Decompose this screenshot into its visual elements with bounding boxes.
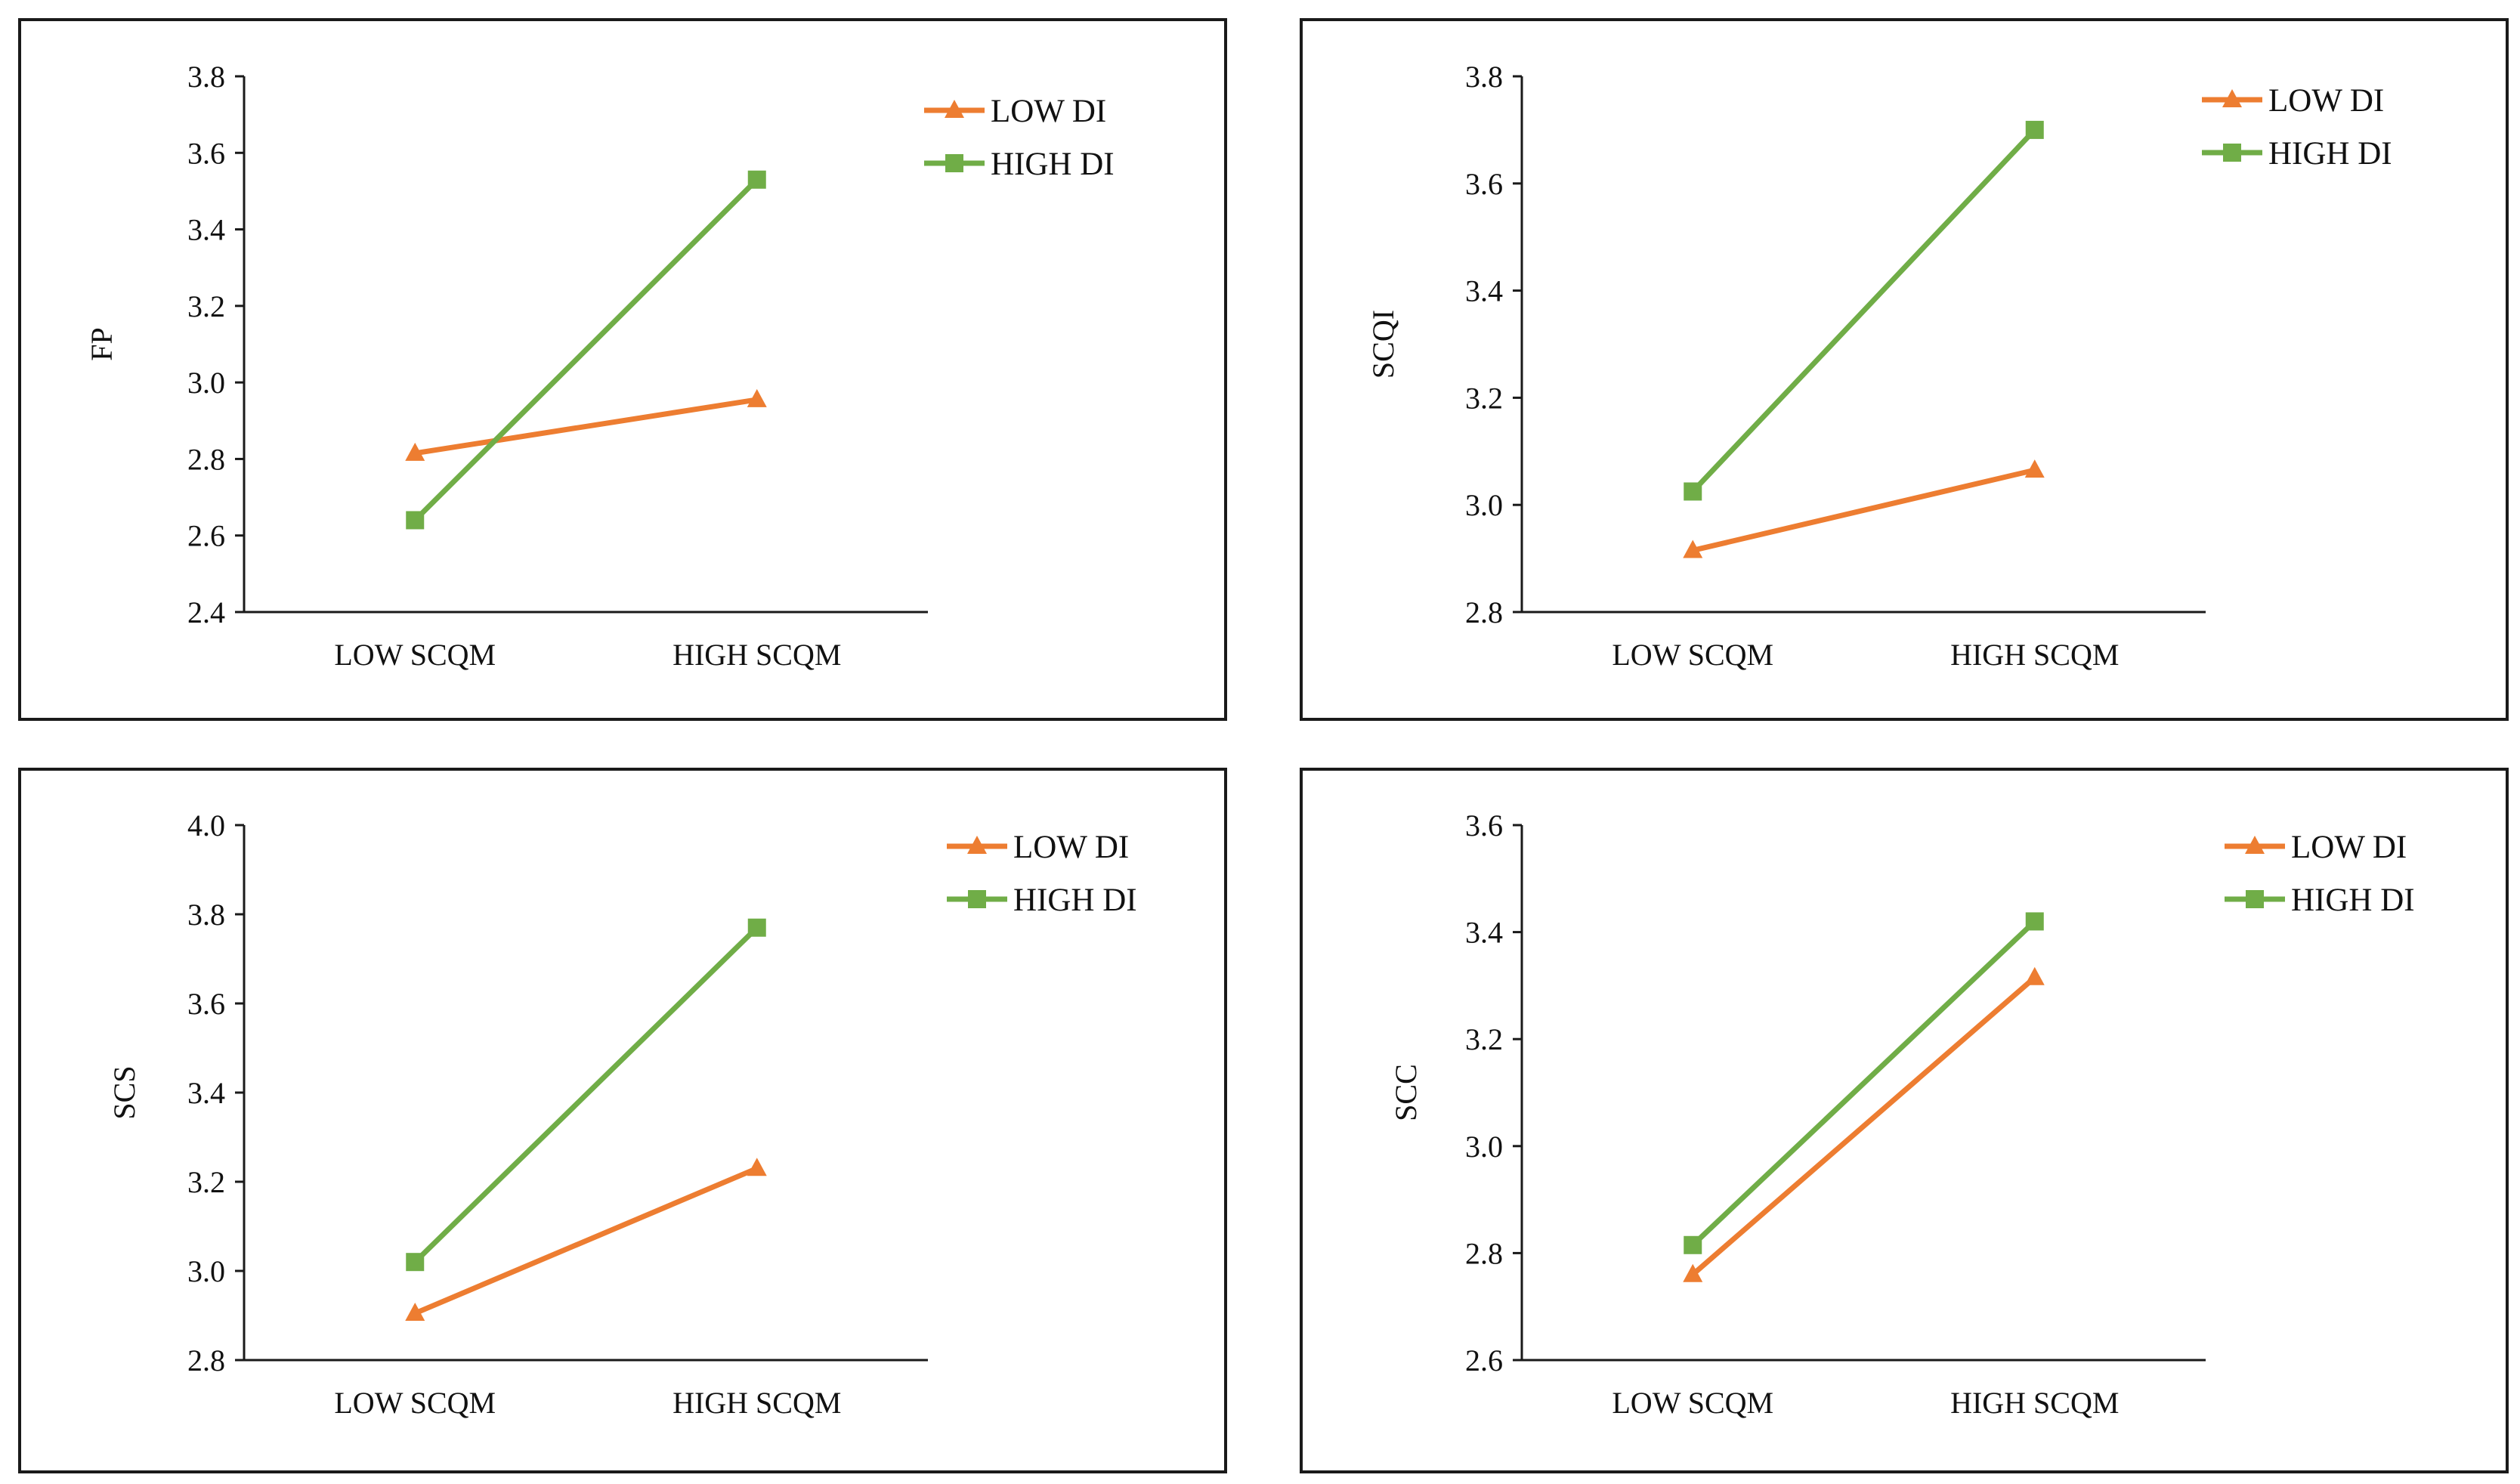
legend-label: LOW DI bbox=[2268, 83, 2384, 119]
y-tick-label: 3.4 bbox=[187, 213, 225, 247]
data-point-high-di bbox=[2025, 120, 2044, 139]
y-tick-label: 3.8 bbox=[1465, 60, 1503, 94]
y-tick-label: 3.6 bbox=[187, 136, 225, 170]
y-tick-label: 3.2 bbox=[187, 289, 225, 323]
chart-panel-fp: 2.4 2.6 2.8 3.0 3.2 3.4 3.6 3.8 LOW SCQM HIGH SCQ… bbox=[18, 18, 1227, 721]
y-tick-label: 3.8 bbox=[187, 60, 225, 94]
x-tick-label: HIGH SCQM bbox=[673, 1386, 841, 1420]
chart-fp: 2.4 2.6 2.8 3.0 3.2 3.4 3.6 3.8 LOW SCQM HIGH SCQ… bbox=[85, 60, 1115, 672]
chart-scqi: 2.8 3.0 3.2 3.4 3.6 3.8 LOW SCQM HIGH SCQM SCQI L… bbox=[1366, 60, 2392, 672]
legend-label: LOW DI bbox=[1013, 830, 1129, 865]
legend-label: HIGH DI bbox=[991, 147, 1115, 182]
series-line-low-di bbox=[1690, 467, 2038, 553]
data-point-high-di bbox=[1684, 482, 1702, 501]
legend-marker bbox=[945, 154, 963, 172]
y-tick-label: 2.8 bbox=[1465, 1236, 1503, 1270]
data-point-high-di bbox=[1684, 1235, 1702, 1254]
y-axis-title: SCC bbox=[1389, 1064, 1423, 1121]
legend-marker bbox=[2223, 144, 2241, 162]
y-axis-title: FP bbox=[85, 327, 119, 361]
y-tick-label: 3.0 bbox=[1465, 1130, 1503, 1164]
y-tick-label: 3.0 bbox=[187, 1254, 225, 1288]
chart-panel-scqi: 2.8 3.0 3.2 3.4 3.6 3.8 LOW SCQM HIGH SCQM SCQI L… bbox=[1300, 18, 2509, 721]
legend-label: HIGH DI bbox=[1013, 883, 1137, 918]
y-tick-label: 4.0 bbox=[187, 808, 225, 842]
y-tick-label: 2.8 bbox=[187, 1343, 225, 1377]
data-point-high-di bbox=[747, 918, 766, 937]
y-tick-label: 3.8 bbox=[187, 898, 225, 932]
series-line-high-di bbox=[412, 177, 760, 523]
data-point-low-di bbox=[747, 1158, 767, 1176]
y-tick-label: 3.0 bbox=[187, 366, 225, 400]
y-tick-label: 3.0 bbox=[1465, 488, 1503, 522]
data-point-low-di bbox=[747, 388, 767, 407]
legend-label: LOW DI bbox=[2291, 830, 2407, 865]
y-tick-label: 3.2 bbox=[187, 1165, 225, 1199]
y-tick-label: 3.4 bbox=[187, 1076, 225, 1110]
chart-scs: 2.8 3.0 3.2 3.4 3.6 3.8 4.0 LOW SCQM HIGH SCQM SC… bbox=[107, 808, 1137, 1420]
y-tick-label: 3.2 bbox=[1465, 381, 1503, 415]
series-line-high-di bbox=[1690, 127, 2038, 494]
y-tick-label: 3.4 bbox=[1465, 916, 1503, 950]
series-line-low-di bbox=[412, 1165, 760, 1316]
data-point-high-di bbox=[2025, 912, 2044, 931]
legend-marker bbox=[968, 890, 986, 908]
legend-label: LOW DI bbox=[991, 94, 1106, 129]
data-point-low-di bbox=[1683, 1263, 1703, 1282]
y-axis-title: SCQI bbox=[1366, 310, 1400, 379]
y-tick-label: 3.6 bbox=[1465, 167, 1503, 201]
chart-panel-scc: 2.6 2.8 3.0 3.2 3.4 3.6 LOW SCQM HIGH SCQM SCC LO… bbox=[1300, 768, 2509, 1473]
series-line-high-di bbox=[412, 925, 760, 1265]
data-point-low-di bbox=[1683, 539, 1703, 558]
chart-panel-scs: 2.8 3.0 3.2 3.4 3.6 3.8 4.0 LOW SCQM HIGH SCQM SC… bbox=[18, 768, 1227, 1473]
legend-marker bbox=[2245, 836, 2265, 854]
y-tick-label: 2.6 bbox=[187, 519, 225, 553]
series-line-high-di bbox=[1690, 918, 2038, 1248]
legend-label: HIGH DI bbox=[2268, 136, 2392, 172]
y-tick-label: 2.6 bbox=[1465, 1343, 1503, 1377]
y-tick-label: 3.4 bbox=[1465, 274, 1503, 308]
legend-marker bbox=[2222, 89, 2242, 107]
data-point-high-di bbox=[406, 511, 425, 530]
data-point-high-di bbox=[406, 1253, 425, 1272]
legend-marker bbox=[967, 836, 987, 854]
x-tick-label: HIGH SCQM bbox=[673, 638, 841, 672]
y-tick-label: 2.8 bbox=[187, 442, 225, 476]
x-tick-label: HIGH SCQM bbox=[1950, 1386, 2119, 1420]
legend-label: HIGH DI bbox=[2291, 883, 2415, 918]
y-tick-label: 3.2 bbox=[1465, 1022, 1503, 1056]
x-tick-label: LOW SCQM bbox=[334, 1386, 496, 1420]
data-point-low-di bbox=[2024, 966, 2045, 985]
y-tick-label: 2.4 bbox=[187, 595, 225, 629]
y-axis-title: SCS bbox=[107, 1065, 141, 1119]
data-point-high-di bbox=[747, 170, 766, 189]
y-tick-label: 3.6 bbox=[1465, 808, 1503, 842]
x-tick-label: LOW SCQM bbox=[1612, 1386, 1773, 1420]
y-tick-label: 2.8 bbox=[1465, 595, 1503, 629]
data-point-low-di bbox=[405, 1303, 425, 1322]
data-point-low-di bbox=[405, 442, 425, 461]
legend-marker bbox=[945, 100, 964, 118]
series-line-low-di bbox=[1690, 975, 2038, 1278]
data-point-low-di bbox=[2024, 459, 2045, 478]
series-line-low-di bbox=[412, 397, 760, 456]
chart-scc: 2.6 2.8 3.0 3.2 3.4 3.6 LOW SCQM HIGH SCQM SCC LO… bbox=[1389, 808, 2415, 1420]
x-tick-label: LOW SCQM bbox=[1612, 638, 1773, 672]
x-tick-label: HIGH SCQM bbox=[1950, 638, 2119, 672]
y-tick-label: 3.6 bbox=[187, 987, 225, 1021]
legend-marker bbox=[2246, 890, 2264, 908]
x-tick-label: LOW SCQM bbox=[334, 638, 496, 672]
